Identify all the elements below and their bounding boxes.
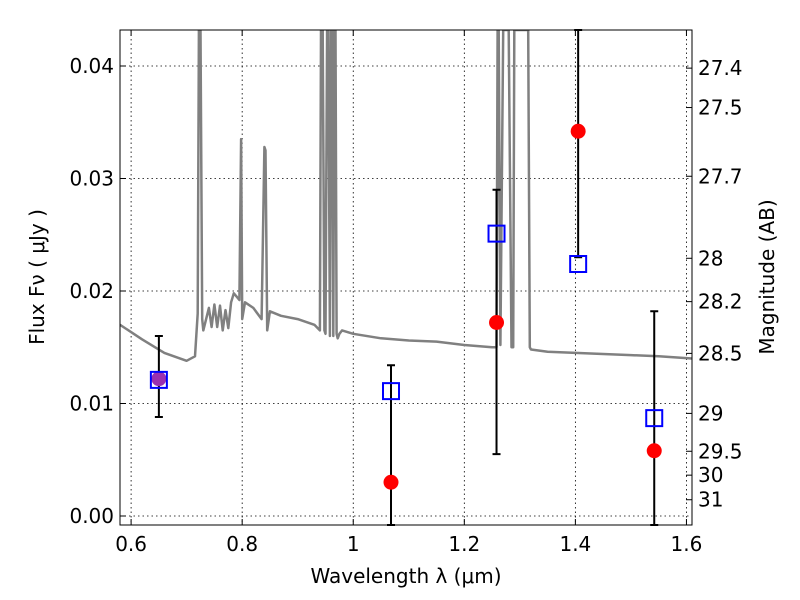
data-point-circle bbox=[646, 443, 662, 459]
right-tick-label: 31 bbox=[698, 488, 723, 512]
x-axis-title: Wavelength λ (μm) bbox=[310, 564, 501, 588]
x-tick-label: 1.4 bbox=[559, 532, 591, 556]
right-axis-title: Magnitude (AB) bbox=[755, 199, 779, 354]
x-tick-label: 0.8 bbox=[226, 532, 258, 556]
x-tick-label: 1 bbox=[347, 532, 360, 556]
x-tick-label: 1.2 bbox=[448, 532, 480, 556]
data-point-square bbox=[645, 409, 664, 428]
right-tick-label: 28 bbox=[698, 246, 723, 270]
data-point-circle bbox=[151, 371, 167, 387]
right-tick-label: 28.2 bbox=[698, 290, 743, 314]
data-point-square bbox=[569, 255, 588, 273]
model-spectrum-line bbox=[120, 30, 692, 363]
error-bars bbox=[154, 29, 659, 526]
plot-frame bbox=[119, 29, 693, 526]
y-tick-label: 0.03 bbox=[69, 167, 114, 191]
right-tick-label: 27.5 bbox=[698, 96, 743, 120]
right-tick-label: 27.4 bbox=[698, 56, 743, 80]
axis-ticks: 0.6 0.8 1 1.2 1.4 1.6 0.00 0.01 0.02 0.03 0.04 27.4… bbox=[69, 30, 743, 556]
right-tick-label: 28.5 bbox=[698, 341, 743, 365]
right-tick-label: 30 bbox=[698, 463, 723, 487]
y-tick-label: 0.02 bbox=[69, 279, 114, 303]
grid bbox=[120, 30, 692, 525]
y-tick-label: 0.01 bbox=[69, 392, 114, 416]
data-point-circle bbox=[383, 474, 399, 490]
data-point-square bbox=[149, 370, 168, 389]
x-tick-label: 0.6 bbox=[115, 532, 147, 556]
model-spectrum bbox=[120, 30, 692, 363]
x-tick-label: 1.6 bbox=[671, 532, 703, 556]
data-markers bbox=[149, 123, 664, 490]
right-tick-label: 29 bbox=[698, 401, 723, 425]
y-tick-label: 0.00 bbox=[69, 504, 114, 528]
data-point-square bbox=[487, 224, 506, 243]
y-axis-title: Flux Fν ( μJy ) bbox=[25, 209, 49, 345]
y-tick-label: 0.04 bbox=[69, 54, 114, 78]
right-tick-label: 27.7 bbox=[698, 164, 743, 188]
data-point-circle bbox=[570, 123, 586, 139]
data-point-square bbox=[382, 382, 401, 401]
right-tick-label: 29.5 bbox=[698, 439, 743, 463]
data-point-circle bbox=[489, 315, 505, 330]
